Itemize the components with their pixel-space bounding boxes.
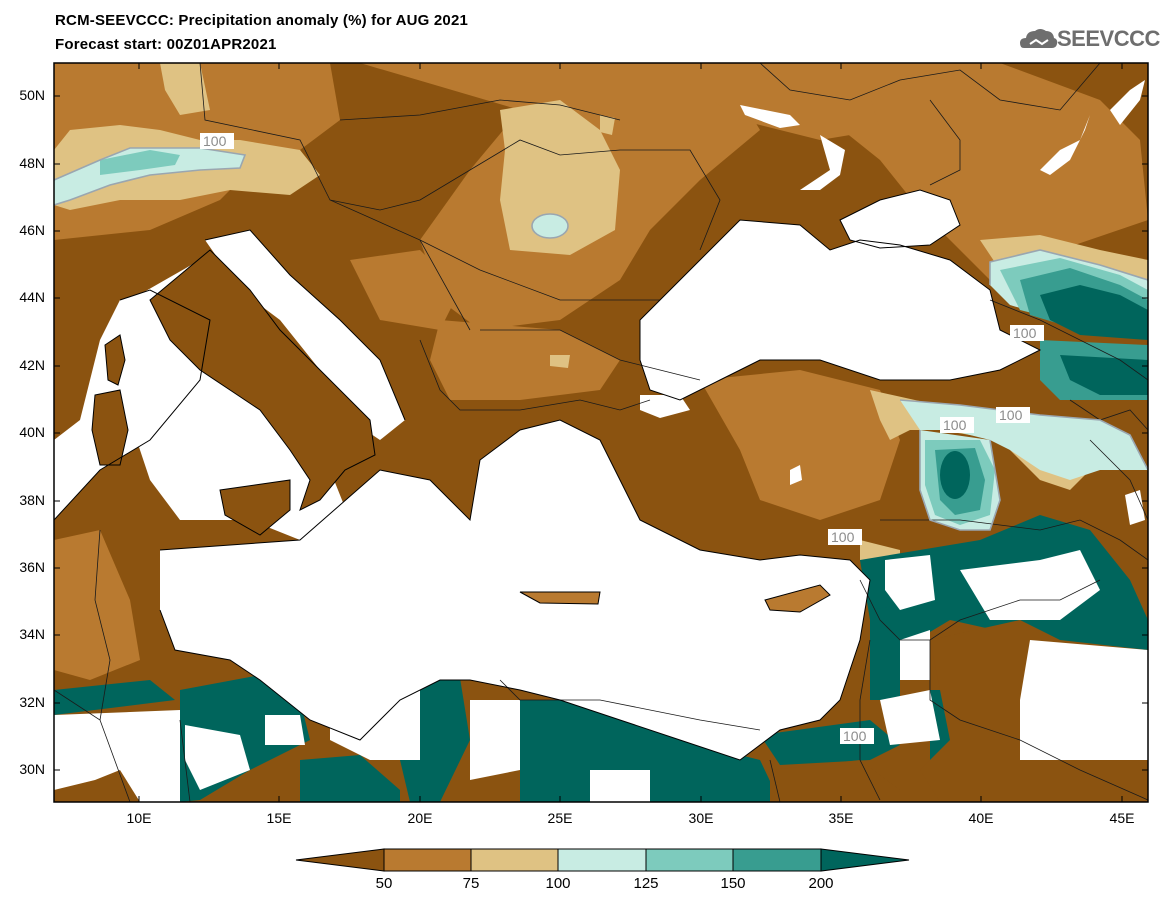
lon-label: 45E [1109, 810, 1135, 826]
colorbar-label: 150 [720, 875, 746, 892]
contour-labels: 100 100 100 100 100 100 [200, 133, 1044, 744]
colorbar-label: 125 [633, 875, 659, 892]
contour-100-lines [54, 147, 1148, 531]
lat-label: 50N [19, 87, 45, 103]
lat-label: 48N [19, 155, 45, 171]
lon-label: 10E [126, 810, 152, 826]
lat-label: 34N [19, 626, 45, 642]
sardinia [92, 390, 128, 465]
lat-label: 42N [19, 357, 45, 373]
contour-label: 100 [203, 133, 227, 149]
colorbar-label: 75 [462, 875, 480, 892]
coastlines [54, 189, 1042, 761]
black-sea [640, 220, 1040, 400]
logo-text: SEEVCCC [1057, 26, 1160, 51]
sea-mask [54, 80, 1145, 760]
lon-label: 25E [547, 810, 573, 826]
ionian-aegean-levant [160, 420, 870, 760]
country-borders [54, 63, 1148, 802]
axis-ticks [54, 63, 1148, 802]
masked-cells [54, 550, 1148, 802]
colorbar-label: 200 [808, 875, 834, 892]
lon-label: 40E [968, 810, 994, 826]
kakhovka-water [800, 135, 845, 190]
don-water [1040, 115, 1090, 175]
italy-boot [150, 250, 375, 510]
sicily [220, 480, 290, 535]
lat-label: 46N [19, 222, 45, 238]
anomaly-gt200-region [54, 285, 1148, 802]
lat-label: 40N [19, 424, 45, 440]
corsica [105, 335, 125, 385]
lon-label: 35E [828, 810, 854, 826]
adriatic-sea [205, 230, 405, 440]
map-title: RCM-SEEVCCC: Precipitation anomaly (%) f… [55, 12, 469, 29]
contour-label: 100 [999, 407, 1023, 423]
contour-label: 100 [843, 728, 867, 744]
lat-label: 44N [19, 289, 45, 305]
contour-label: 100 [943, 417, 967, 433]
lon-label: 20E [407, 810, 433, 826]
lon-label: 15E [266, 810, 292, 826]
lon-label: 30E [688, 810, 714, 826]
contour-label: 100 [831, 529, 855, 545]
contour-label: 100 [1013, 325, 1037, 341]
lat-label: 36N [19, 559, 45, 575]
cloud-logo-icon [1020, 29, 1058, 48]
volga-water [1110, 80, 1145, 125]
lat-label: 30N [19, 761, 45, 777]
dnieper-water [740, 105, 800, 128]
lat-label: 32N [19, 694, 45, 710]
colorbar-label: 100 [545, 875, 571, 892]
islands [92, 250, 830, 612]
colorbar-label: 50 [375, 875, 393, 892]
map-subtitle: Forecast start: 00Z01APR2021 [55, 36, 277, 53]
marmara-sea [640, 395, 690, 418]
cyprus [765, 585, 830, 612]
lake-van [1125, 490, 1145, 525]
lake-tuz [790, 465, 802, 485]
crete [520, 592, 600, 604]
lat-label: 38N [19, 492, 45, 508]
sea-of-azov [840, 190, 960, 248]
